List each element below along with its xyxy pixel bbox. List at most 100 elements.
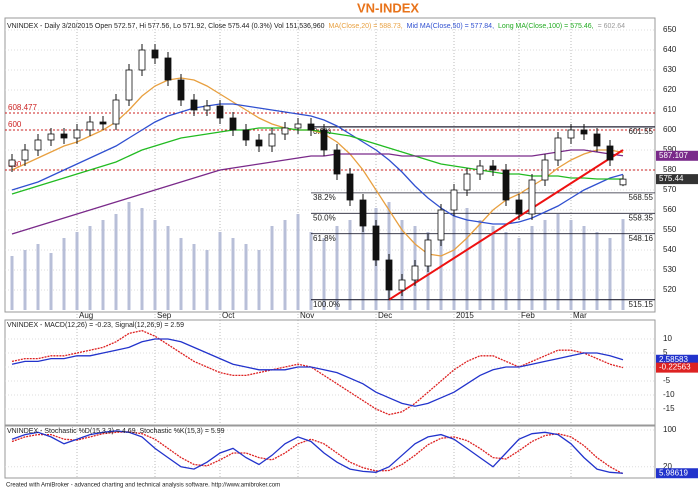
- y-tick-label: 590: [663, 145, 677, 154]
- y-tick-label: -10: [663, 390, 675, 399]
- y-tick-label: 580: [663, 165, 677, 174]
- header-text: VNINDEX - Daily 3/20/2015 Open 572.57, H…: [7, 23, 325, 30]
- candle-body: [320, 129, 328, 151]
- x-tick-label: Feb: [521, 311, 535, 320]
- value-box: [656, 174, 698, 185]
- value-box-label: 5.98619: [659, 468, 688, 477]
- candle-body: [138, 49, 146, 71]
- panel-title: VNINDEX - MACD(12,26) = -0.23, Signal(12…: [7, 322, 184, 329]
- y-tick-label: 570: [663, 185, 677, 194]
- candle-body: [8, 159, 16, 167]
- volume-bar: [49, 253, 53, 310]
- indicator-line: [11, 430, 624, 474]
- y-tick-label: 610: [663, 105, 677, 114]
- x-tick-label: Nov: [300, 311, 314, 320]
- y-tick-label: 540: [663, 245, 677, 254]
- candle-body: [606, 145, 614, 161]
- y-tick-label: 10: [663, 334, 672, 343]
- volume-bar: [530, 226, 534, 310]
- fib-value: 515.15: [629, 300, 654, 309]
- candle-body: [463, 173, 471, 191]
- candle-body: [242, 129, 250, 141]
- volume-bar: [205, 250, 209, 310]
- volume-bar: [23, 250, 27, 310]
- volume-bar: [582, 226, 586, 310]
- volume-bar: [179, 238, 183, 310]
- volume-bar: [439, 220, 443, 310]
- candle-body: [281, 127, 289, 135]
- volume-bar: [452, 214, 456, 310]
- candle-body: [346, 173, 354, 201]
- volume-bar: [478, 220, 482, 310]
- volume-bar: [140, 208, 144, 310]
- fib-label: 61.8%: [313, 234, 336, 243]
- panel-title: VNINDEX - Stochastic %D(15,3,3) = 4.69, …: [7, 428, 225, 435]
- fib-value: 548.16: [629, 234, 654, 243]
- candle-body: [268, 133, 276, 147]
- volume-bar: [244, 244, 248, 310]
- candle-body: [541, 159, 549, 181]
- footer: Created with AmiBroker - advanced charti…: [6, 483, 280, 489]
- candle-body: [554, 137, 562, 161]
- y-tick-label: 520: [663, 285, 677, 294]
- indicator-line: [11, 329, 624, 416]
- candle-body: [411, 265, 419, 281]
- volume-bar: [296, 214, 300, 310]
- indicator-line: [11, 103, 624, 225]
- volume-bar: [335, 226, 339, 310]
- header-text: = 602.64: [598, 23, 626, 30]
- x-tick-label: Mar: [573, 311, 587, 320]
- candle-body: [203, 105, 211, 111]
- volume-bar: [166, 226, 170, 310]
- y-tick-label: 560: [663, 205, 677, 214]
- volume-bar: [517, 238, 521, 310]
- fib-value: 568.55: [629, 193, 654, 202]
- ref-label: 600: [8, 120, 22, 129]
- panel: [4, 319, 656, 426]
- candle-body: [73, 129, 81, 139]
- y-tick-label: 550: [663, 225, 677, 234]
- candle-body: [99, 121, 107, 125]
- panel: [4, 17, 656, 313]
- page-title: VN-INDEX: [357, 0, 419, 15]
- volume-bar: [75, 232, 79, 310]
- volume-bar: [88, 226, 92, 310]
- volume-bar: [361, 214, 365, 310]
- indicator-line: [11, 431, 624, 475]
- volume-bar: [400, 220, 404, 310]
- y-tick-label: 600: [663, 125, 677, 134]
- candle-body: [437, 209, 445, 241]
- volume-bar: [62, 238, 66, 310]
- candle-body: [359, 199, 367, 227]
- x-tick-label: Oct: [222, 311, 235, 320]
- y-tick-label: 20: [663, 462, 672, 471]
- ref-label: 608.477: [8, 103, 37, 112]
- value-box: [656, 468, 698, 479]
- fib-label: 50.0%: [313, 213, 336, 222]
- candle-body: [47, 133, 55, 141]
- value-box: [656, 354, 698, 365]
- header-text: Mid MA(Close,50) = 577.84,: [407, 23, 494, 30]
- y-tick-label: -5: [663, 376, 671, 385]
- candle-body: [86, 121, 94, 131]
- volume-bar: [309, 232, 313, 310]
- volume-bar: [10, 256, 14, 310]
- indicator-line: [11, 149, 624, 235]
- value-box-label: 587.107: [659, 151, 688, 160]
- indicator-line: [11, 338, 624, 407]
- candle-body: [567, 129, 575, 139]
- value-box: [656, 362, 698, 373]
- volume-bar: [465, 208, 469, 310]
- candle-body: [60, 133, 68, 139]
- volume-bar: [543, 220, 547, 310]
- volume-bar: [621, 219, 625, 310]
- candle-body: [502, 169, 510, 201]
- volume-bar: [257, 250, 261, 310]
- x-tick-label: Aug: [79, 311, 93, 320]
- volume-bar: [153, 220, 157, 310]
- x-tick-label: Sep: [157, 311, 172, 320]
- candle-body: [489, 165, 497, 171]
- candle-body: [424, 239, 432, 267]
- candle-body: [528, 179, 536, 215]
